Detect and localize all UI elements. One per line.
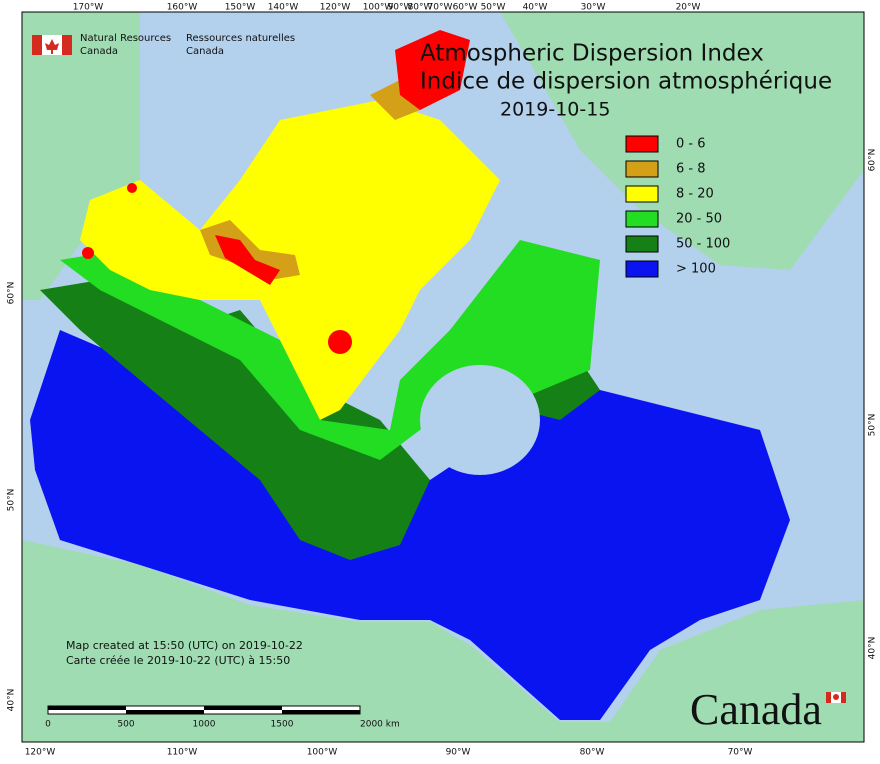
graticule-label: 60°N	[7, 282, 17, 305]
graticule-label: 60°W	[453, 3, 478, 13]
legend-swatch	[625, 210, 659, 228]
scale-label: 1500	[271, 720, 294, 730]
greenland	[500, 12, 864, 270]
agency-text: Canada	[80, 46, 118, 57]
graticule-label: 40°W	[523, 3, 548, 13]
legend-label: 6 - 8	[676, 162, 706, 177]
scale-bar: 0 500 1000 1500 2000 km	[45, 705, 400, 730]
zone	[82, 30, 470, 354]
legend-swatch	[625, 135, 659, 153]
united-states	[22, 540, 864, 742]
graticule-label: 50°N	[868, 414, 878, 437]
graticule-label: 70°W	[728, 748, 753, 758]
legend-swatch	[625, 160, 659, 178]
graticule-label: 100°W	[363, 3, 394, 13]
date: 2019-10-15	[500, 99, 610, 121]
legend-swatch	[625, 235, 659, 253]
graticule-label: 100°W	[307, 748, 338, 758]
graticule-label: 40°N	[868, 637, 878, 660]
flag	[32, 35, 72, 55]
legend-label: 20 - 50	[676, 212, 722, 227]
graticule-label: 50°N	[7, 489, 17, 512]
wordmark: Canada	[690, 685, 822, 734]
scale-label: 2000 km	[360, 720, 400, 730]
legend: 0 - 6 6 - 8 8 - 20 20 - 50 50 - 100 > 100	[625, 135, 730, 278]
agency-text: Canada	[186, 46, 224, 57]
graticule-label: 90°W	[446, 748, 471, 758]
graticule-label: 80°W	[580, 748, 605, 758]
credits: Carte créée le 2019-10-22 (UTC) à 15:50	[66, 654, 290, 667]
legend-label: 50 - 100	[676, 237, 730, 252]
title: Atmospheric Dispersion Index	[420, 41, 764, 67]
alaska	[22, 12, 140, 300]
legend-label: > 100	[676, 262, 716, 277]
graticule-label: 150°W	[225, 3, 256, 13]
legend-swatch	[625, 185, 659, 203]
graticule-label: 50°W	[481, 3, 506, 13]
title: Indice de dispersion atmosphérique	[420, 69, 832, 95]
wordmark-flag	[826, 692, 846, 703]
graticule-label: 20°W	[676, 3, 701, 13]
scale-label: 0	[45, 720, 51, 730]
graticule-label: 160°W	[167, 3, 198, 13]
graticule-label: 70°W	[428, 3, 453, 13]
graticule-label: 30°W	[581, 3, 606, 13]
graticule-label: 120°W	[320, 3, 351, 13]
agency-text: Ressources naturelles	[186, 33, 295, 44]
graticule-label: 80°W	[408, 3, 433, 13]
graticule-label: 90°W	[388, 3, 413, 13]
credits: Map created at 15:50 (UTC) on 2019-10-22	[66, 639, 303, 652]
graticule-label: 120°W	[25, 748, 56, 758]
legend-label: 0 - 6	[676, 137, 706, 152]
agency-text: Natural Resources	[80, 33, 171, 44]
scale-label: 1000	[193, 720, 216, 730]
graticule-label: 140°W	[268, 3, 299, 13]
scale-label: 500	[117, 720, 134, 730]
graticule-label: 110°W	[167, 748, 198, 758]
graticule-label: 170°W	[73, 3, 104, 13]
legend-swatch	[625, 260, 659, 278]
hudson-bay	[420, 365, 540, 475]
graticule-label: 40°N	[7, 689, 17, 712]
legend-label: 8 - 20	[676, 187, 714, 202]
zone	[200, 80, 420, 280]
graticule-label: 60°N	[868, 149, 878, 172]
frame	[21, 11, 865, 743]
